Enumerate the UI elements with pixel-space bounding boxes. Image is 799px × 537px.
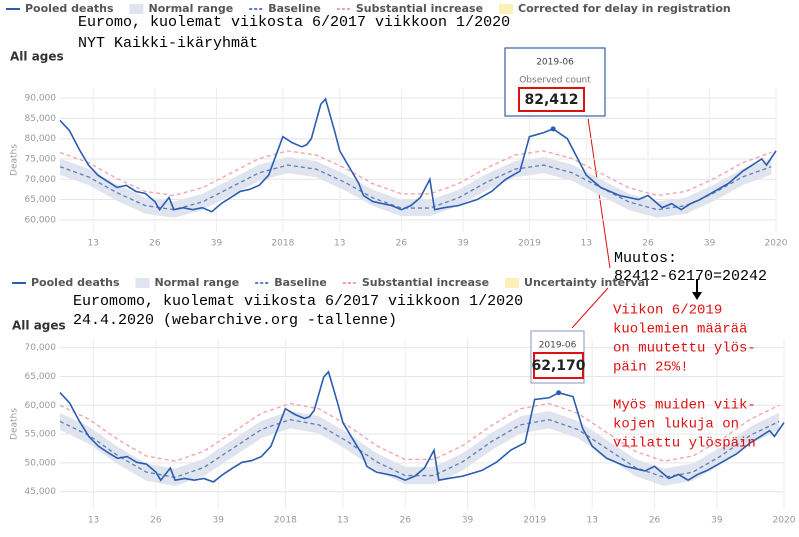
x-tick-label: 13 bbox=[334, 239, 345, 249]
legend-label: Substantial increase bbox=[362, 276, 489, 289]
y-tick-label: 45,000 bbox=[25, 487, 57, 497]
legend-label: Pooled deaths bbox=[25, 2, 114, 15]
chart-title: Euromo, kuolemat viikosta 6/2017 viikkoo… bbox=[78, 14, 510, 31]
x-tick-label: 26 bbox=[396, 239, 408, 249]
legend-label: Uncertainty interval bbox=[524, 276, 649, 289]
normal-range bbox=[60, 411, 780, 486]
legend-label: Substantial increase bbox=[356, 2, 483, 15]
highlight-box bbox=[518, 87, 585, 112]
y-tick-label: 60,000 bbox=[25, 215, 57, 225]
claim-text: päin 25%! bbox=[613, 360, 689, 376]
x-tick-label: 39 bbox=[704, 239, 716, 249]
x-tick-label: 13 bbox=[586, 516, 597, 526]
legend-marker bbox=[129, 4, 144, 14]
y-tick-label: 85,000 bbox=[25, 114, 57, 124]
tooltip bbox=[504, 47, 606, 117]
y-tick-label: 75,000 bbox=[25, 154, 57, 164]
y-tick-label: 70,000 bbox=[25, 175, 57, 185]
x-tick-label: 26 bbox=[149, 239, 161, 249]
note: Muutos: bbox=[614, 250, 677, 267]
y-tick-label: 55,000 bbox=[25, 430, 57, 440]
x-tick-label: 2019 bbox=[523, 516, 546, 526]
claim-text: on muutettu ylös- bbox=[613, 341, 756, 357]
x-tick-label: 13 bbox=[88, 516, 99, 526]
x-tick-label: 13 bbox=[337, 516, 348, 526]
legend-marker bbox=[499, 4, 514, 14]
dashed-line bbox=[59, 419, 780, 478]
legend-label: Baseline bbox=[268, 2, 321, 15]
x-tick-label: 39 bbox=[212, 516, 224, 526]
legend-marker bbox=[135, 278, 150, 288]
x-tick-label: 2019 bbox=[518, 239, 541, 249]
dashed-line bbox=[59, 402, 780, 462]
tooltip-point bbox=[556, 390, 562, 396]
x-tick-label: 2018 bbox=[271, 239, 294, 249]
legend-label: Pooled deaths bbox=[31, 276, 120, 289]
x-tick-label: 2020 bbox=[765, 239, 788, 249]
x-tick-label: 26 bbox=[649, 516, 661, 526]
x-tick-label: 2018 bbox=[274, 516, 297, 526]
tooltip-value: 62,170 bbox=[531, 358, 585, 374]
chart-title: Euromomo, kuolemat viikosta 6/2017 viikk… bbox=[73, 293, 523, 310]
y-tick-label: 90,000 bbox=[25, 94, 57, 104]
claim-text: kuolemien määrää bbox=[613, 322, 747, 338]
data-line bbox=[59, 370, 785, 483]
highlight-box bbox=[533, 352, 584, 379]
x-tick-label: 39 bbox=[211, 239, 223, 249]
y-tick-label: 50,000 bbox=[25, 458, 57, 468]
claim-text: Viikon 6/2019 bbox=[613, 303, 722, 319]
tooltip-label: 2019-06 bbox=[536, 58, 574, 68]
note: 82412-62170=20242 bbox=[614, 268, 767, 285]
arrow-head bbox=[692, 292, 702, 300]
claim-text: Myös muiden viik- bbox=[613, 398, 756, 414]
chart-title: 24.4.2020 (webarchive.org -tallenne) bbox=[73, 312, 397, 329]
y-axis-label: Deaths bbox=[10, 408, 20, 440]
tooltip bbox=[530, 330, 585, 384]
x-tick-label: 26 bbox=[642, 239, 654, 249]
y-tick-label: 65,000 bbox=[25, 195, 57, 205]
x-tick-label: 13 bbox=[87, 239, 98, 249]
normal-range bbox=[60, 156, 772, 218]
data-line bbox=[59, 97, 777, 213]
subtitle: All ages bbox=[10, 50, 64, 64]
legend-marker bbox=[505, 278, 520, 288]
x-tick-label: 2020 bbox=[773, 516, 796, 526]
y-axis-label: Deaths bbox=[10, 144, 20, 176]
x-tick-label: 26 bbox=[150, 516, 162, 526]
tooltip-caption: Observed count bbox=[519, 76, 591, 86]
claim-text: viilattu ylöspäin bbox=[613, 436, 756, 452]
chart-title: NYT Kaikki-ikäryhmät bbox=[78, 35, 258, 52]
x-tick-label: 26 bbox=[399, 516, 411, 526]
legend-label: Corrected for delay in registration bbox=[518, 2, 731, 15]
tooltip-label: 2019-06 bbox=[539, 341, 577, 351]
tooltip-value: 82,412 bbox=[524, 92, 578, 108]
claim-text: kojen lukuja on bbox=[613, 417, 739, 433]
y-tick-label: 70,000 bbox=[25, 343, 57, 353]
dashed-line bbox=[59, 150, 772, 197]
y-tick-label: 65,000 bbox=[25, 372, 57, 382]
y-tick-label: 80,000 bbox=[25, 134, 57, 144]
x-tick-label: 39 bbox=[711, 516, 723, 526]
y-tick-label: 60,000 bbox=[25, 401, 57, 411]
connector bbox=[571, 287, 609, 329]
legend-label: Baseline bbox=[274, 276, 327, 289]
x-tick-label: 13 bbox=[581, 239, 592, 249]
subtitle: All ages bbox=[12, 319, 66, 333]
x-tick-label: 39 bbox=[457, 239, 469, 249]
x-tick-label: 39 bbox=[462, 516, 474, 526]
legend-label: Normal range bbox=[155, 276, 240, 289]
tooltip-point bbox=[550, 126, 556, 132]
legend-label: Normal range bbox=[149, 2, 234, 15]
